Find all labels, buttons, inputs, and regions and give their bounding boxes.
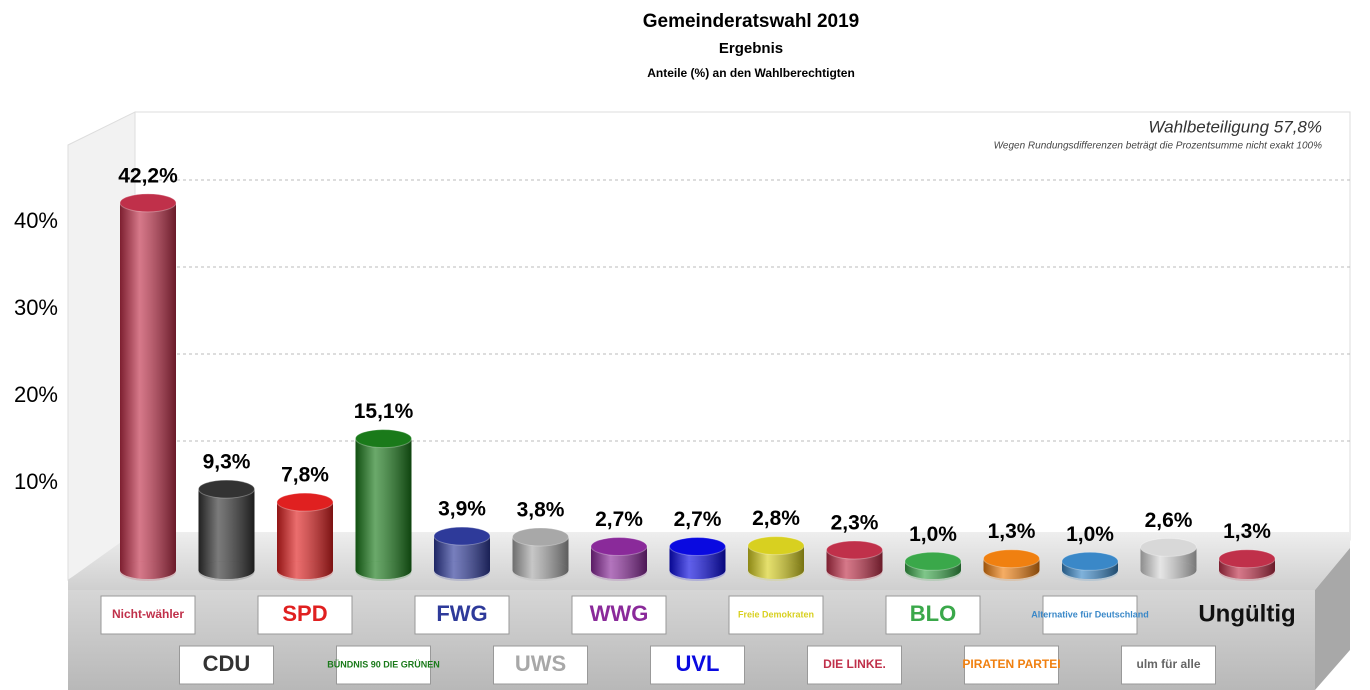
bar-shade — [120, 202, 176, 571]
value-label: 2,6% — [1145, 509, 1193, 532]
category-logo: Alternative für Deutschland — [1031, 609, 1149, 619]
bar-top — [590, 537, 648, 557]
logo-box — [179, 645, 274, 685]
y-tick-label: 10% — [14, 469, 58, 494]
category-logo: UVL — [676, 651, 720, 676]
y-tick-label: 20% — [14, 382, 58, 407]
bar-shade — [355, 438, 412, 570]
category-logo: Nicht-wähler — [112, 607, 184, 621]
bar-bottom-shade — [198, 561, 255, 579]
bar-top — [512, 527, 569, 547]
category-logo: SPD — [282, 601, 327, 626]
value-label: 2,7% — [595, 508, 643, 531]
value-label: 3,9% — [438, 498, 486, 521]
value-label: 1,3% — [1223, 520, 1271, 543]
category-logo: BÜNDNIS 90 DIE GRÜNEN — [327, 659, 440, 669]
bar-top — [355, 429, 412, 449]
value-label: 1,3% — [988, 520, 1036, 543]
category-logo: DIE LINKE. — [823, 657, 886, 671]
annotation: Wahlbeteiligung 57,8% — [1148, 117, 1322, 136]
back-wall — [134, 111, 1351, 541]
annotation-note: Wegen Rundungsdifferenzen beträgt die Pr… — [994, 141, 1322, 152]
logo-box — [493, 645, 588, 685]
value-label: 9,3% — [203, 451, 251, 474]
category-logo: Freie Demokraten — [738, 609, 814, 619]
bar-top — [1140, 537, 1197, 557]
value-label: 1,0% — [1066, 523, 1114, 546]
bar-top — [669, 537, 726, 557]
value-label: 2,3% — [831, 512, 879, 535]
bar-top — [826, 540, 883, 560]
bar-shade — [277, 502, 333, 570]
category-logo: CDU — [203, 651, 251, 676]
bar-top — [1218, 549, 1276, 569]
value-label: 42,2% — [118, 164, 178, 187]
chart-title: Gemeinderatswahl 2019 — [643, 11, 860, 32]
bar-top — [983, 549, 1040, 569]
logo-box — [807, 645, 902, 685]
y-tick-label: 30% — [14, 295, 58, 320]
bar-top — [433, 526, 491, 546]
value-label: 2,7% — [674, 508, 722, 531]
value-label: 3,8% — [517, 498, 565, 521]
bar-bottom-shade — [748, 561, 804, 579]
bar-bottom-shade — [826, 561, 883, 579]
category-logo: Ungültig — [1198, 600, 1295, 627]
logo-box — [257, 595, 353, 635]
bar-top — [119, 193, 177, 213]
bar-bottom-shade — [1140, 561, 1197, 579]
logo-box — [100, 595, 196, 635]
y-tick-label: 40% — [14, 208, 58, 233]
chart-subtitle: Ergebnis — [719, 40, 783, 57]
bar-bottom-shade — [591, 561, 647, 579]
bar-shade — [198, 489, 255, 570]
value-label: 7,8% — [281, 464, 329, 487]
category-logo: ulm für alle — [1136, 657, 1200, 671]
logo-box — [336, 645, 431, 685]
bar-bottom-shade — [512, 561, 569, 579]
bar-top — [276, 492, 334, 512]
bar-bottom-shade — [120, 561, 176, 579]
category-logo: PIRATEN PARTEI — [962, 657, 1060, 671]
bar-bottom-shade — [355, 561, 412, 579]
bar-top — [198, 479, 255, 499]
bar-bottom-shade — [669, 561, 726, 579]
value-label: 1,0% — [909, 523, 957, 546]
logo-box — [885, 595, 981, 635]
logo-box — [728, 595, 824, 635]
logo-box — [650, 645, 745, 685]
logo-box — [1121, 645, 1216, 685]
chart-caption: Anteile (%) an den Wahlberechtigten — [647, 66, 855, 80]
bar-bottom-shade — [434, 561, 490, 579]
category-logo: UWS — [515, 651, 566, 676]
bar-bottom-shade — [277, 561, 333, 579]
logo-box — [1042, 595, 1138, 635]
logo-box — [964, 645, 1059, 685]
category-logo: BLO — [910, 601, 956, 626]
value-label: 2,8% — [752, 507, 800, 530]
logo-box — [571, 595, 667, 635]
category-logo: WWG — [590, 601, 649, 626]
logo-box — [414, 595, 510, 635]
category-logo: FWG — [436, 601, 487, 626]
bar-top — [747, 536, 805, 556]
bar-top — [904, 551, 962, 571]
value-label: 15,1% — [354, 400, 414, 423]
floor-side — [1315, 548, 1350, 690]
bar-top — [1061, 551, 1119, 571]
